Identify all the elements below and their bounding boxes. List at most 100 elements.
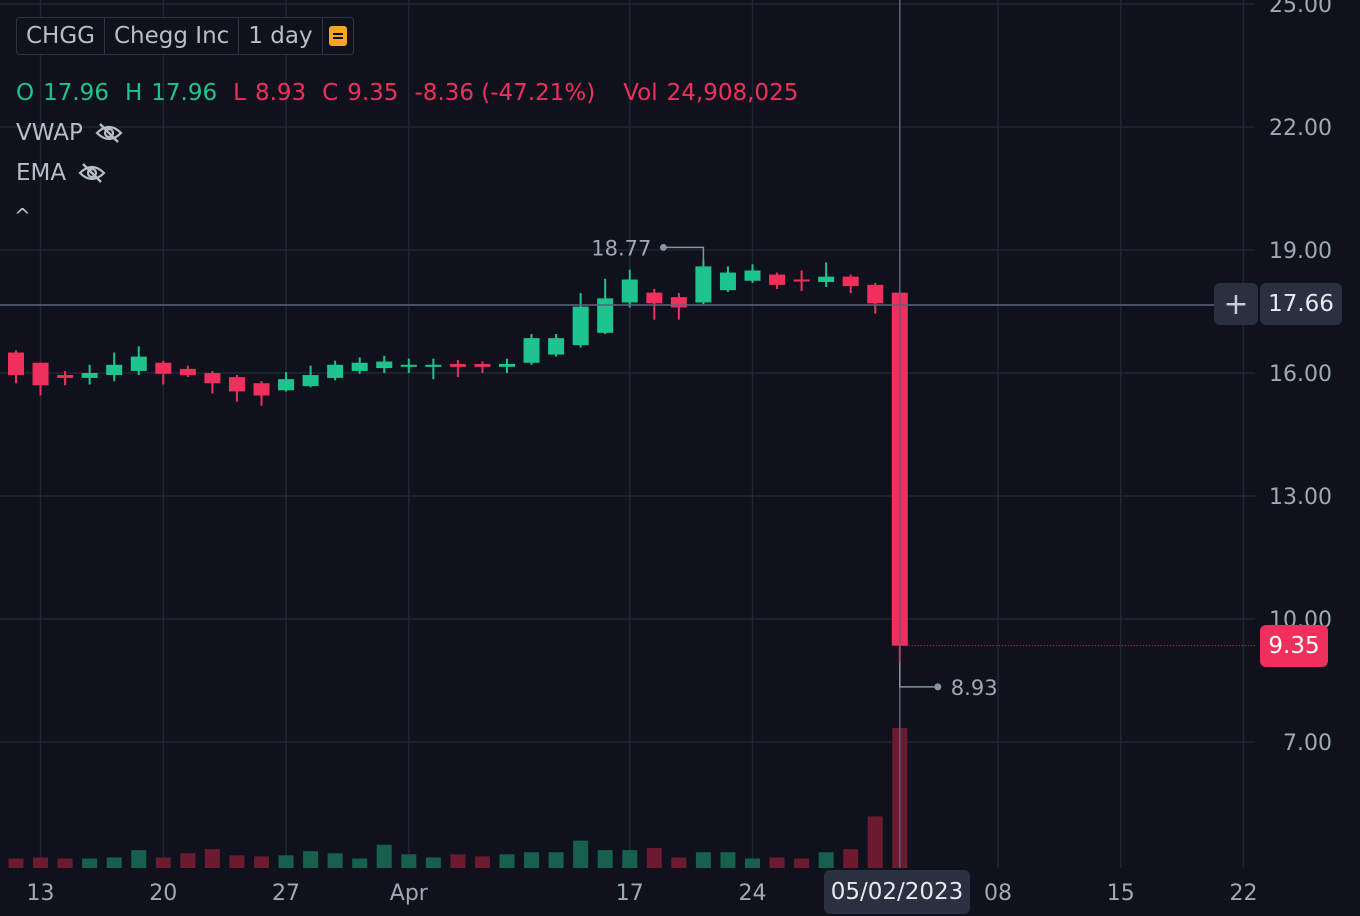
low-marker-label: 8.93 (951, 676, 998, 700)
indicator-ema[interactable]: EMA (16, 160, 106, 186)
y-tick-label: 16.00 (1269, 362, 1332, 387)
candle-body (155, 362, 172, 374)
volume-value: 24,908,025 (666, 80, 799, 106)
volume-bar (155, 857, 171, 868)
candle-body (867, 284, 884, 304)
y-tick-label: 19.00 (1269, 239, 1332, 264)
volume-bar (82, 858, 98, 868)
candle-body (106, 364, 123, 376)
x-tick-label: 22 (1230, 881, 1258, 906)
volume-bar (278, 855, 294, 868)
change-value: -8.36 (-47.21%) (414, 80, 596, 106)
x-tick-label: 08 (984, 881, 1012, 906)
candle-body (449, 363, 466, 367)
volume-bar (843, 849, 859, 868)
volume-bar (303, 851, 319, 868)
candle-body (81, 373, 98, 378)
candle-body (57, 375, 74, 378)
volume-bar (573, 840, 589, 868)
volume-bar (401, 854, 417, 868)
low-value: 8.93 (254, 80, 307, 106)
candle-body (818, 276, 835, 282)
candle-body (400, 364, 417, 367)
volume-bar (818, 852, 834, 868)
candle-body (597, 298, 614, 333)
candle-body (8, 352, 24, 376)
note-icon[interactable] (321, 18, 353, 54)
x-tick-label: 20 (149, 881, 177, 906)
collapse-legend-icon[interactable]: ^ (14, 204, 31, 228)
volume-bar (499, 854, 515, 868)
candle-body (204, 373, 221, 384)
volume-bar (524, 852, 540, 868)
high-label: H (124, 80, 143, 106)
crosshair-date-label: 05/02/2023 (824, 870, 970, 914)
candle-body (302, 375, 319, 387)
open-value: 17.96 (43, 80, 109, 106)
low-marker-line (899, 662, 938, 688)
volume-bar (57, 858, 73, 868)
volume-label: Vol (623, 80, 658, 106)
volume-bar (33, 857, 49, 868)
candle-body (327, 364, 344, 378)
candle-body (32, 362, 49, 386)
last-price-label: 9.35 (1260, 625, 1328, 667)
candle-body (548, 338, 565, 355)
indicator-vwap[interactable]: VWAP (16, 120, 123, 146)
candle-body (572, 306, 589, 346)
low-label: L (233, 80, 246, 106)
volume-bar (646, 848, 662, 868)
volume-bar (8, 858, 24, 868)
candle-body (278, 379, 295, 391)
candle-body (646, 292, 663, 304)
volume-bar (229, 855, 245, 868)
candle-body (695, 266, 712, 303)
symbol-toolbar[interactable]: CHGG Chegg Inc 1 day (16, 17, 354, 55)
volume-bar (376, 844, 392, 868)
volume-bar (720, 852, 736, 868)
high-marker-line (663, 246, 705, 260)
crosshair-price-label: 17.66 (1260, 283, 1342, 325)
candle-body (719, 272, 736, 291)
candle-body (842, 276, 859, 287)
y-tick-label: 22.00 (1269, 116, 1332, 141)
y-tick-label: 7.00 (1283, 731, 1332, 756)
candle-body (670, 297, 687, 308)
high-value: 17.96 (151, 80, 218, 106)
candle-body (179, 368, 196, 376)
candle-body (253, 383, 270, 396)
volume-bar (745, 858, 760, 868)
volume-bar (867, 816, 883, 868)
volume-bar (794, 858, 810, 868)
add-price-alert-button[interactable]: + (1214, 283, 1258, 325)
volume-bar (474, 856, 490, 868)
ohlc-legend: O 17.96 H 17.96 L 8.93 C 9.35 -8.36 (-47… (16, 80, 798, 106)
indicator-vwap-label: VWAP (16, 120, 83, 146)
candle-body (474, 363, 491, 367)
candle-body (376, 361, 393, 369)
volume-bar (204, 849, 220, 868)
volume-bar (106, 857, 122, 868)
volume-bar (769, 857, 785, 868)
x-tick-label: 15 (1107, 881, 1135, 906)
ticker-symbol[interactable]: CHGG (26, 23, 95, 49)
candle-body (228, 377, 245, 392)
interval-selector[interactable]: 1 day (238, 18, 321, 54)
volume-bar (695, 852, 711, 868)
candle-body (425, 364, 442, 367)
x-tick-label: Apr (390, 881, 429, 906)
x-tick-label: 13 (27, 881, 55, 906)
eye-hidden-icon[interactable] (95, 121, 123, 145)
volume-bar (425, 857, 441, 868)
volume-bar (180, 853, 196, 868)
volume-bar (327, 853, 343, 868)
eye-hidden-icon[interactable] (78, 161, 106, 185)
indicator-ema-label: EMA (16, 160, 67, 186)
volume-bar (450, 854, 466, 868)
candle-body (769, 274, 786, 285)
candle-body (499, 363, 515, 367)
candle-body (744, 270, 761, 281)
high-marker-label: 18.77 (591, 236, 651, 260)
volume-bar (548, 852, 564, 868)
